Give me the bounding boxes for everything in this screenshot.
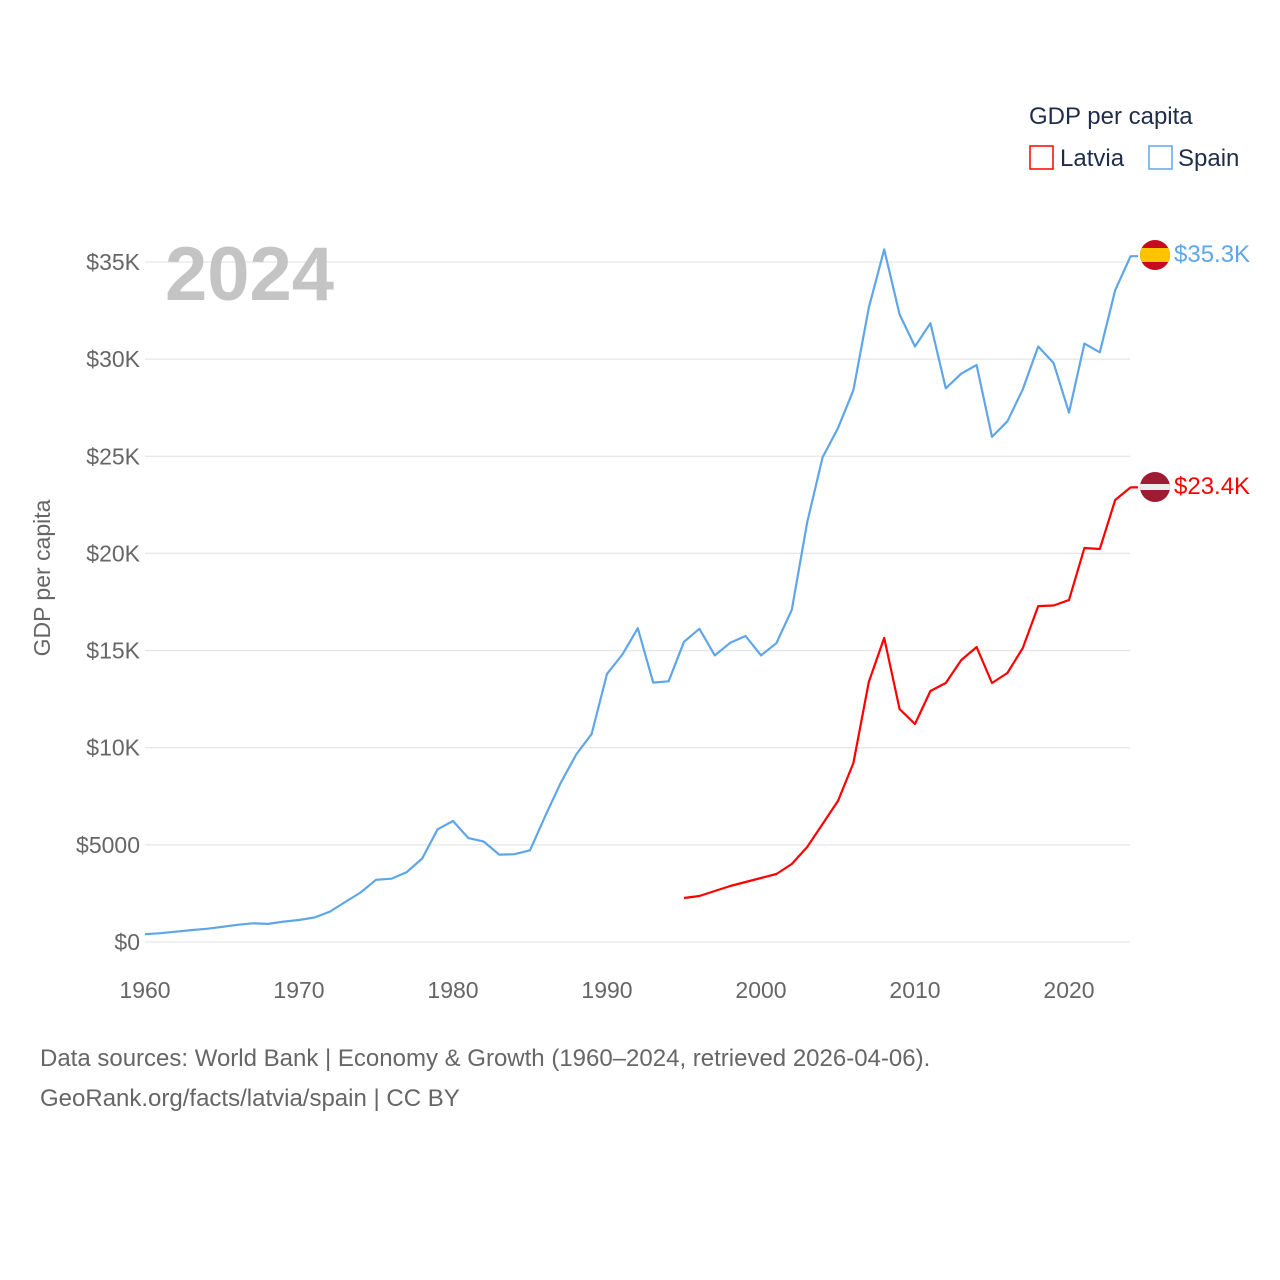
- y-tick-label: $10K: [86, 735, 140, 761]
- series-lines: [144, 248, 1138, 936]
- x-tick-label: 1990: [581, 977, 632, 1003]
- spain-end-label: $35.3K: [1174, 241, 1250, 268]
- y-tick-label: $0: [114, 929, 140, 955]
- legend: GDP per capita Latvia Spain: [1029, 103, 1239, 172]
- x-tick-label: 2010: [889, 977, 940, 1003]
- legend-item-latvia[interactable]: Latvia: [1029, 145, 1125, 172]
- legend-title: GDP per capita: [1029, 103, 1193, 130]
- x-tick-label: 1970: [273, 977, 324, 1003]
- latvia-line: [683, 486, 1138, 900]
- x-tick-label: 1960: [119, 977, 170, 1003]
- y-axis-ticks: $0 $5000 $10K $15K $20K $25K $30K $35K: [76, 249, 141, 955]
- y-tick-label: $20K: [86, 540, 140, 566]
- spain-swatch: [1148, 145, 1173, 170]
- y-tick-label: $30K: [86, 346, 140, 372]
- x-tick-label: 1980: [427, 977, 478, 1003]
- latvia-end-label: $23.4K: [1174, 473, 1250, 500]
- y-tick-label: $15K: [86, 638, 140, 664]
- x-tick-label: 2000: [735, 977, 786, 1003]
- footer-attribution[interactable]: GeoRank.org/facts/latvia/spain | CC BY: [40, 1085, 460, 1112]
- y-tick-label: $35K: [86, 249, 140, 275]
- spain-flag-icon: [1140, 240, 1170, 270]
- footer-sources: Data sources: World Bank | Economy & Gro…: [40, 1045, 931, 1072]
- x-tick-label: 2020: [1043, 977, 1094, 1003]
- spain-line: [144, 248, 1138, 936]
- year-label: 2024: [165, 232, 334, 317]
- grid-lines: [145, 261, 1130, 943]
- latvia-flag-icon: [1140, 472, 1170, 502]
- y-tick-label: $25K: [86, 443, 140, 469]
- x-axis-ticks: 1960 1970 1980 1990 2000 2010 2020: [119, 977, 1094, 1003]
- legend-label-spain: Spain: [1178, 145, 1239, 172]
- legend-item-spain[interactable]: Spain: [1148, 145, 1239, 172]
- y-axis-label: GDP per capita: [29, 499, 55, 656]
- legend-label-latvia: Latvia: [1060, 145, 1125, 172]
- y-tick-label: $5000: [76, 832, 140, 858]
- latvia-swatch: [1029, 145, 1054, 170]
